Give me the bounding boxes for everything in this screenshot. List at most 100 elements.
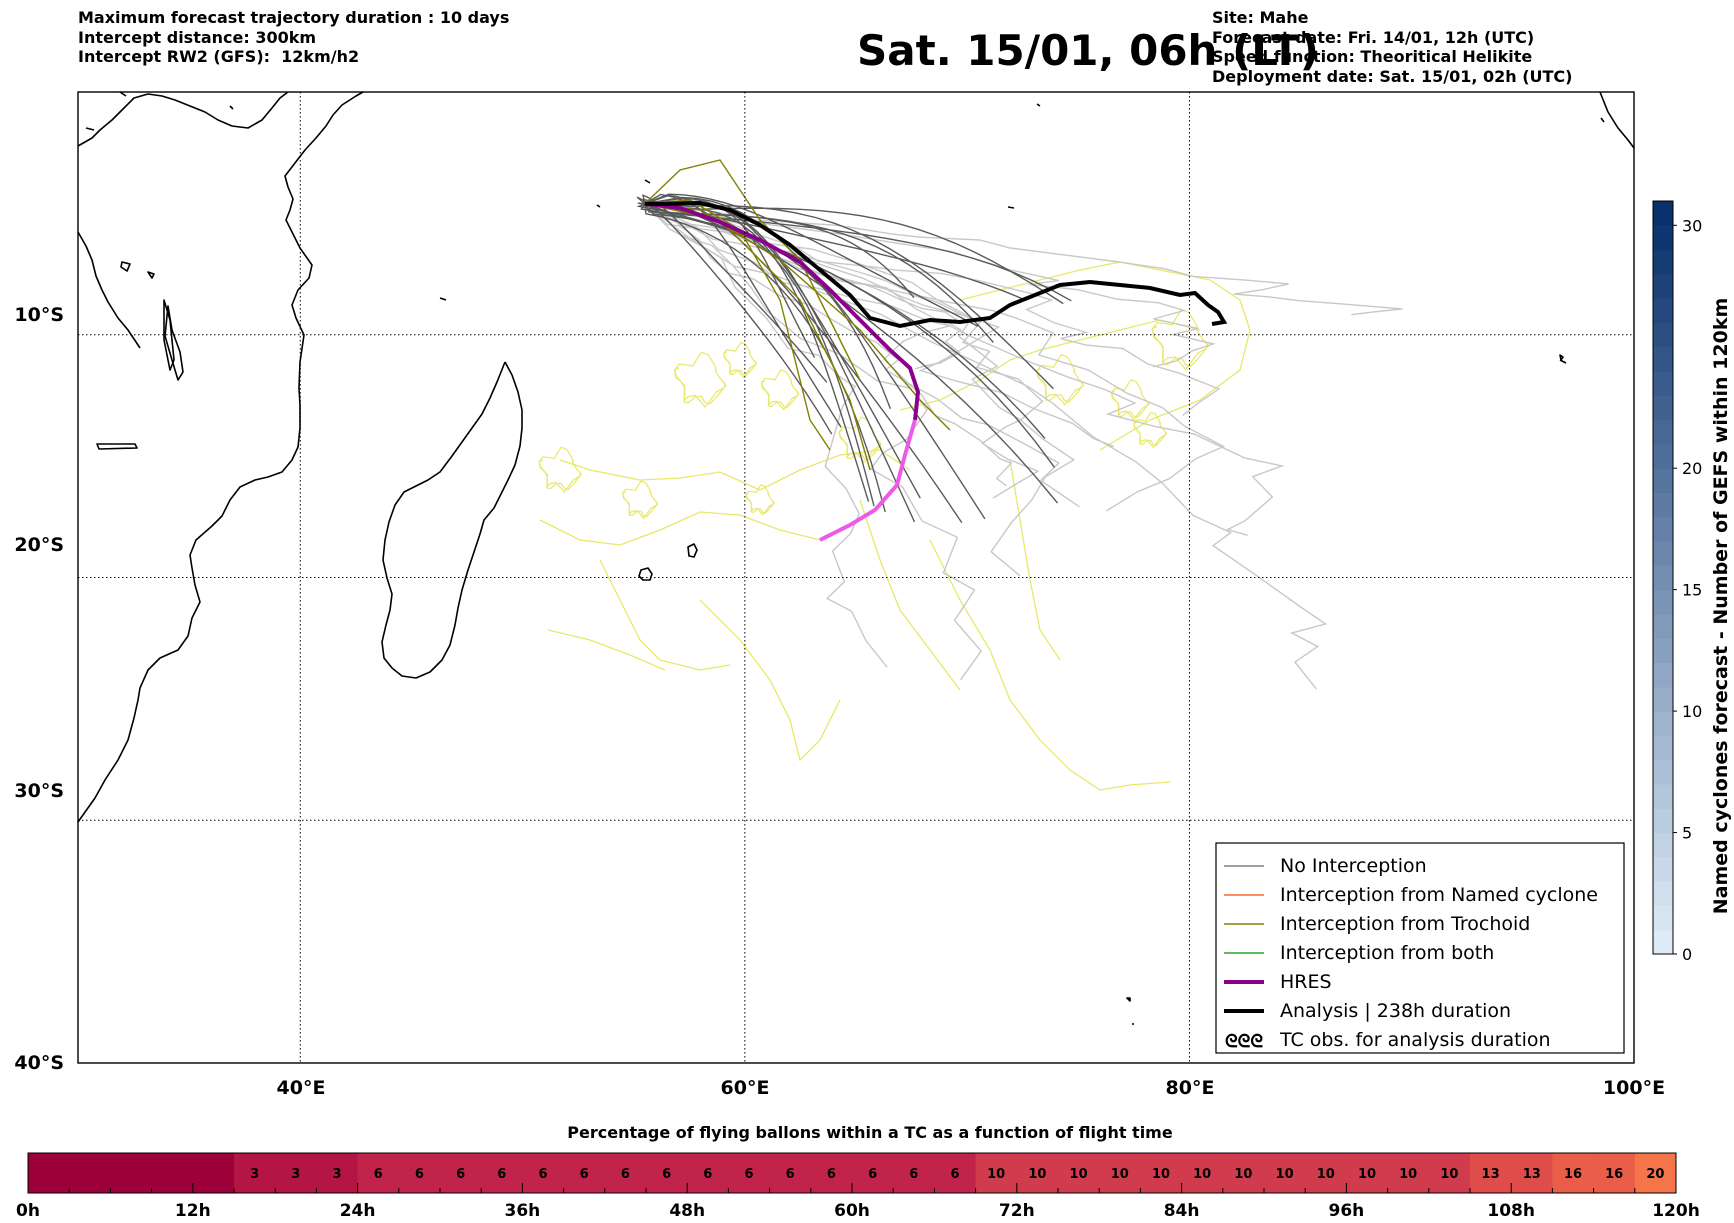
trajectory-no-interception (637, 202, 1025, 301)
colorbar-segment (1653, 346, 1673, 372)
percentage-cell (1016, 1153, 1059, 1193)
colorbar-segment (1653, 905, 1673, 931)
trajectory-no-interception-light (644, 203, 983, 681)
percentage-cell (440, 1153, 482, 1193)
percentage-cell-label: 10 (1399, 1167, 1417, 1182)
header-left-line: Intercept distance: 300km (78, 27, 317, 47)
colorbar-tick-label: 5 (1682, 824, 1692, 843)
tc-obs-loop (1110, 378, 1150, 421)
tc-obs-track (539, 511, 821, 546)
percentage-cell (604, 1153, 647, 1193)
percentage-cell (275, 1153, 317, 1193)
colorbar-segment (1653, 735, 1673, 761)
percentage-cell-label: 6 (415, 1167, 424, 1182)
colorbar-segment (1653, 201, 1673, 226)
tc-obs-track (859, 499, 961, 691)
cyclone-colorbar: 0 5 10 15 20 30 (1652, 200, 1702, 964)
header-left-line: Maximum forecast trajectory duration : 1… (78, 8, 510, 27)
trajectory-no-interception (644, 196, 986, 520)
percentage-cell-label: 10 (987, 1167, 1005, 1182)
tc-obs-track (929, 539, 1171, 791)
colorbar-segment (1653, 638, 1673, 664)
colorbar-tick-label: 0 (1682, 945, 1692, 964)
colorbar-segment (1653, 492, 1673, 518)
colorbar-tick-label: 20 (1682, 459, 1702, 478)
coastlines (77, 91, 1635, 1025)
colorbar-segment (1653, 273, 1673, 299)
tc-obs-track (699, 599, 841, 762)
percentage-cell-label: 10 (1070, 1167, 1088, 1182)
percentage-cell (1428, 1153, 1471, 1193)
time-label: 48h (669, 1201, 705, 1221)
colorbar-frame (1652, 200, 1674, 955)
trajectory-no-interception-light (644, 203, 1080, 508)
percentage-cell-label: 10 (1234, 1167, 1252, 1182)
colorbar-segment (1653, 395, 1673, 421)
africa-inland-lake (164, 305, 184, 381)
tc-obs-track (959, 261, 1251, 451)
tc-obs-track (547, 629, 666, 671)
percentage-cell (234, 1153, 276, 1193)
colorbar-segment (1653, 541, 1673, 566)
colorbar-segment (1653, 565, 1673, 591)
trajectory-no-interception-light (644, 203, 1216, 368)
percentage-cell (69, 1153, 111, 1193)
legend: No Interception Interception from Named c… (1215, 842, 1625, 1054)
percentage-cell-label: 6 (786, 1167, 795, 1182)
trajectory-trochoid (644, 203, 951, 431)
percentage-cell-label: 16 (1605, 1167, 1623, 1182)
trajectory-no-interception (642, 198, 1059, 504)
percentage-cell-label: 10 (1193, 1167, 1211, 1182)
tc-obs-loop (621, 480, 659, 520)
colorbar-tick-label: 30 (1682, 216, 1702, 235)
time-label: 84h (1164, 1201, 1200, 1221)
legend-label: No Interception (1280, 855, 1427, 877)
percentage-cell (893, 1153, 935, 1193)
colorbar-segment (1653, 516, 1673, 542)
cyclone-colorbar-label: Named cyclones forecast - Number of GEFS… (1710, 298, 1732, 915)
percentage-cell (563, 1153, 606, 1193)
legend-box (1215, 842, 1625, 1054)
colorbar-segment (1653, 249, 1673, 275)
time-label: 24h (340, 1201, 376, 1221)
percentage-cell-label: 10 (1440, 1167, 1458, 1182)
trajectory-no-interception (644, 203, 1054, 390)
percentage-cell (1305, 1153, 1347, 1193)
percentage-cell (522, 1153, 565, 1193)
trajectory-no-interception (644, 203, 994, 343)
lon-tick-label: 100°E (1603, 1077, 1665, 1099)
percentage-cell-label: 3 (250, 1167, 259, 1182)
percentage-cell-label: 6 (703, 1167, 712, 1182)
africa-coastline (77, 91, 364, 823)
colorbar-segment (1653, 589, 1673, 615)
percentage-cell-label: 6 (538, 1167, 547, 1182)
percentage-cell-label: 13 (1482, 1167, 1500, 1182)
percentage-cell (810, 1153, 853, 1193)
colorbar-tick-label: 10 (1682, 702, 1702, 721)
percentage-cell-label: 6 (662, 1167, 671, 1182)
colorbar-segment (1653, 298, 1673, 323)
lat-tick-label: 10°S (14, 304, 64, 326)
percentage-cell (481, 1153, 523, 1193)
colorbar-segment (1653, 808, 1673, 834)
legend-label: HRES (1280, 971, 1332, 993)
percentage-cell (398, 1153, 441, 1193)
legend-label: Interception from both (1280, 942, 1494, 964)
percentage-cell (975, 1153, 1018, 1193)
colorbar-segment (1653, 419, 1673, 445)
colorbar-segment (1653, 686, 1673, 712)
percentage-cell-label: 6 (950, 1167, 959, 1182)
percentage-cell-label: 6 (456, 1167, 465, 1182)
header-right-line: Site: Mahe (1212, 8, 1309, 27)
colorbar-segment (1653, 759, 1673, 785)
header-right-line: Forecast date: Fri. 14/01, 12h (UTC) (1212, 27, 1535, 47)
header-left: Maximum forecast trajectory duration : 1… (78, 8, 509, 67)
percentage-cell (28, 1153, 70, 1193)
time-label: 96h (1329, 1201, 1365, 1221)
legend-label: Interception from Named cyclone (1280, 884, 1598, 906)
percentage-cell (1511, 1153, 1553, 1193)
trajectories (538, 159, 1403, 791)
percentage-cell-label: 6 (868, 1167, 877, 1182)
percentage-cell-label: 10 (1276, 1167, 1294, 1182)
